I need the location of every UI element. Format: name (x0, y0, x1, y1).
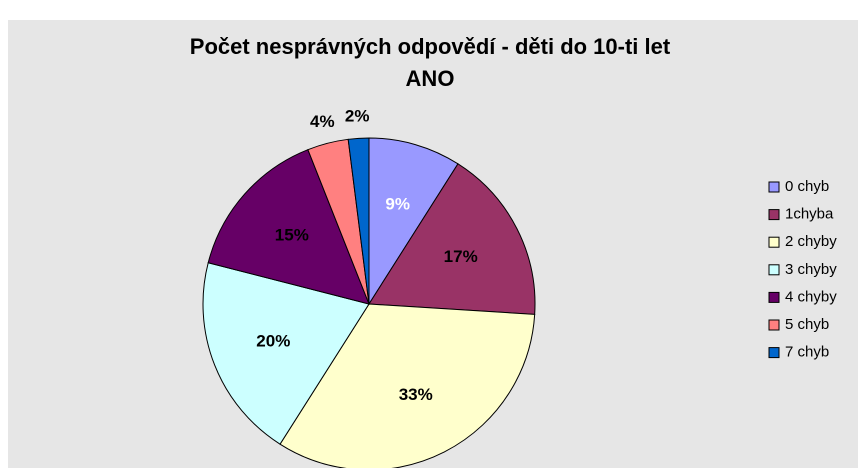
legend-label: 4 chyby (785, 288, 837, 305)
legend-label: 3 chyby (785, 261, 837, 278)
legend-label: 0 chyb (785, 178, 829, 195)
pie-slice (368, 137, 459, 306)
legend-swatch (768, 209, 780, 221)
data-label: 9% (385, 195, 410, 214)
data-label: 33% (399, 385, 433, 404)
legend-label: 1chyba (785, 206, 834, 223)
pie-slice (279, 303, 536, 468)
chart-title: Počet nesprávných odpovědí - děti do 10-… (190, 34, 671, 59)
legend-swatch (768, 264, 780, 276)
legend-swatch (768, 181, 780, 193)
pie-slice (368, 163, 536, 315)
legend-label: 5 chyb (785, 316, 829, 333)
legend-label: 7 chyb (785, 344, 829, 361)
data-label: 2% (345, 106, 370, 125)
pie-slice (202, 262, 370, 445)
legend-swatch (768, 319, 780, 331)
data-label: 20% (256, 331, 290, 350)
pie-slice (347, 137, 370, 305)
data-label: 17% (444, 247, 478, 266)
chart-title: ANO (406, 66, 455, 91)
legend-swatch (768, 347, 780, 359)
legend-swatch (768, 291, 780, 303)
data-label: 4% (310, 112, 335, 131)
legend-label: 2 chyby (785, 233, 837, 250)
pie-slice (207, 149, 370, 305)
data-label: 15% (275, 225, 309, 244)
legend-swatch (768, 236, 780, 248)
